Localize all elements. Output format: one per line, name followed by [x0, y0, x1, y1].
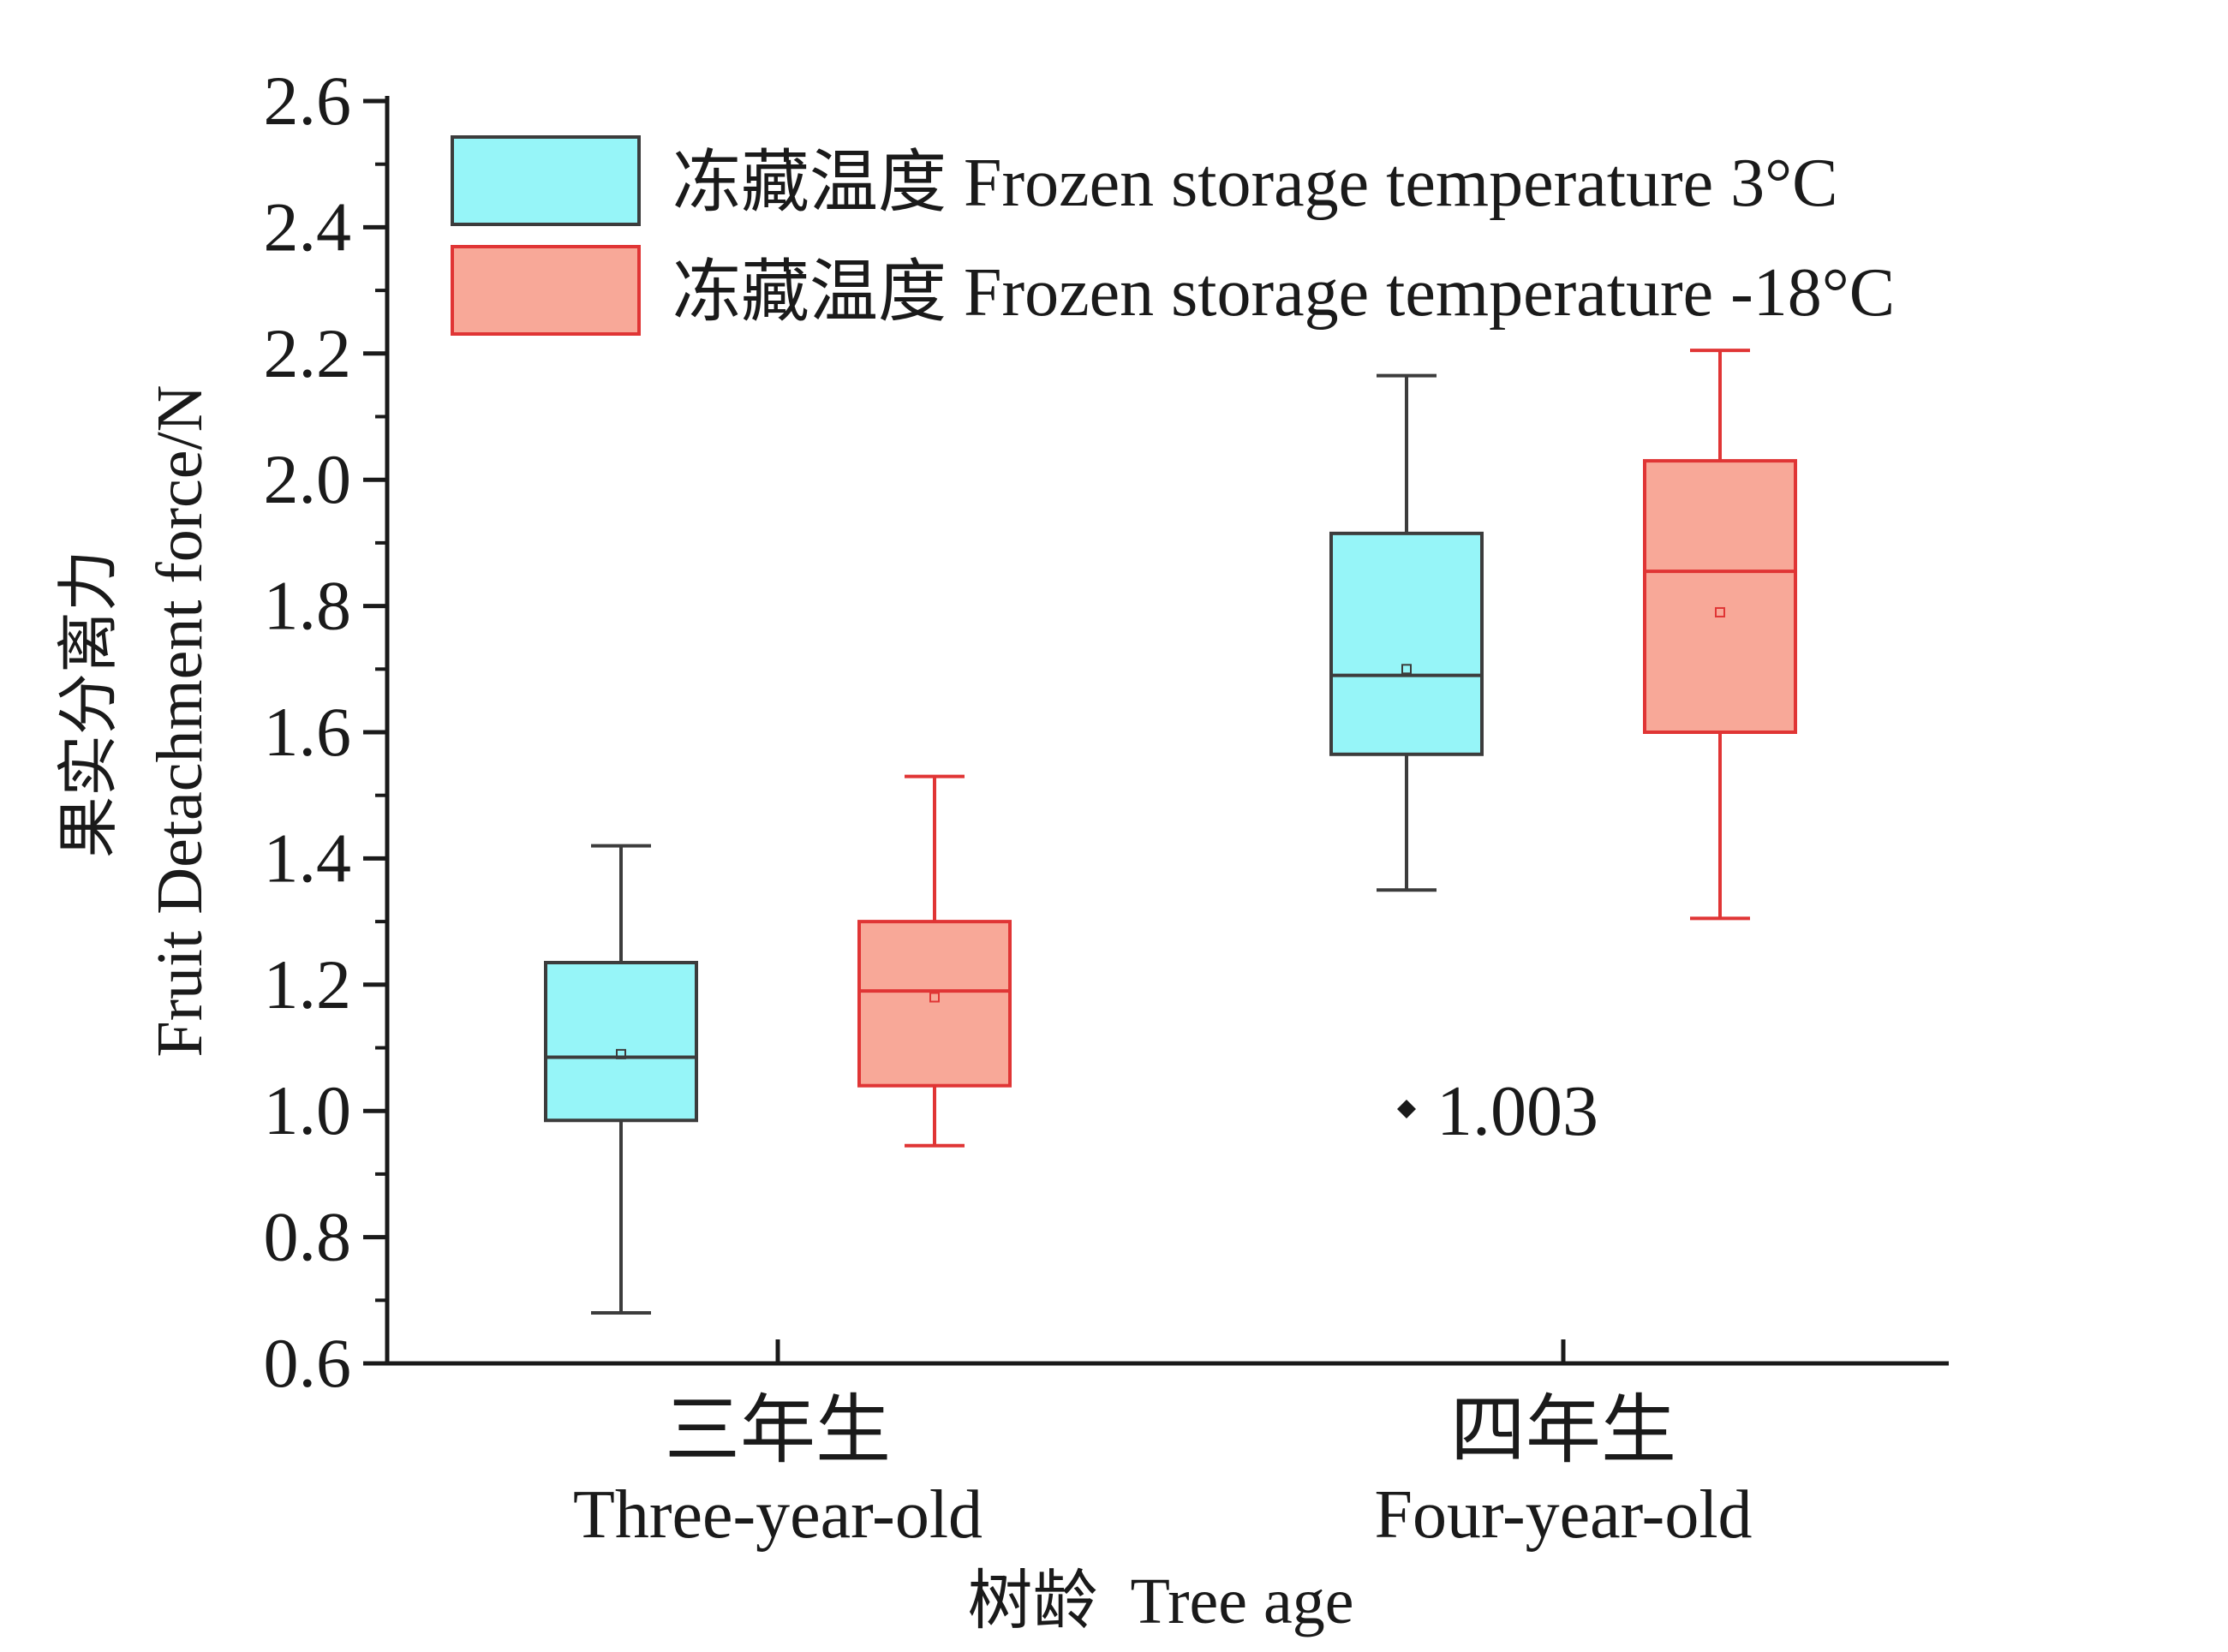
x-tick-label-english: Four-year-old [1374, 1477, 1752, 1553]
y-tick-label: 0.6 [264, 1324, 352, 1402]
legend: 冻藏温度 Frozen storage temperature 3°C 冻藏温度 … [451, 135, 1895, 336]
box-0-0 [544, 844, 698, 1315]
legend-swatch [451, 245, 641, 336]
y-tick-label: 2.0 [264, 440, 352, 518]
y-axis-label-chinese: 果实分离力 [55, 550, 123, 858]
y-tick-label: 1.0 [264, 1071, 352, 1149]
outlier-point [1397, 1099, 1416, 1118]
y-tick-label: 2.6 [264, 62, 352, 140]
mean-marker [1401, 664, 1412, 675]
box-1-0 [857, 774, 1012, 1148]
y-tick-label: 2.2 [264, 314, 352, 392]
legend-entry: 冻藏温度 Frozen storage temperature 3°C [672, 146, 1838, 221]
x-tick-label-chinese: 四年生 [1450, 1390, 1676, 1473]
x-tick-label-chinese: 三年生 [665, 1390, 891, 1473]
legend-entry: 冻藏温度 Frozen storage temperature -18°C [672, 255, 1895, 331]
x-tick-label-english: Three-year-old [573, 1477, 983, 1553]
y-axis-label-english: Fruit Detachment force/N [144, 385, 216, 1057]
box-plot-series: 1.003 [544, 349, 1797, 1315]
mean-marker [929, 992, 940, 1003]
box-1-1 [1643, 349, 1797, 921]
mean-marker [1715, 606, 1725, 617]
y-tick-label: 1.2 [264, 945, 352, 1023]
box-body [1643, 459, 1797, 735]
box-body [544, 961, 698, 1123]
y-tick-label: 0.8 [264, 1198, 352, 1276]
y-tick-label: 1.4 [264, 819, 352, 897]
y-tick-label: 1.8 [264, 567, 352, 645]
box-0-1 [1329, 373, 1484, 892]
box-body [857, 920, 1012, 1088]
y-tick-label: 1.6 [264, 693, 352, 771]
y-tick-label: 2.4 [264, 188, 352, 265]
legend-swatch [451, 135, 641, 226]
box-body [1329, 531, 1484, 756]
axes: 0.6 0.8 1.0 1.2 1.4 1.6 1.8 2.0 2.2 2.4 2.6 三年生Thre… [264, 62, 1949, 1553]
mean-marker [616, 1048, 626, 1059]
outlier-label: 1.003 [1437, 1071, 1598, 1151]
x-axis-label: 树龄 Tree age [968, 1566, 1354, 1637]
